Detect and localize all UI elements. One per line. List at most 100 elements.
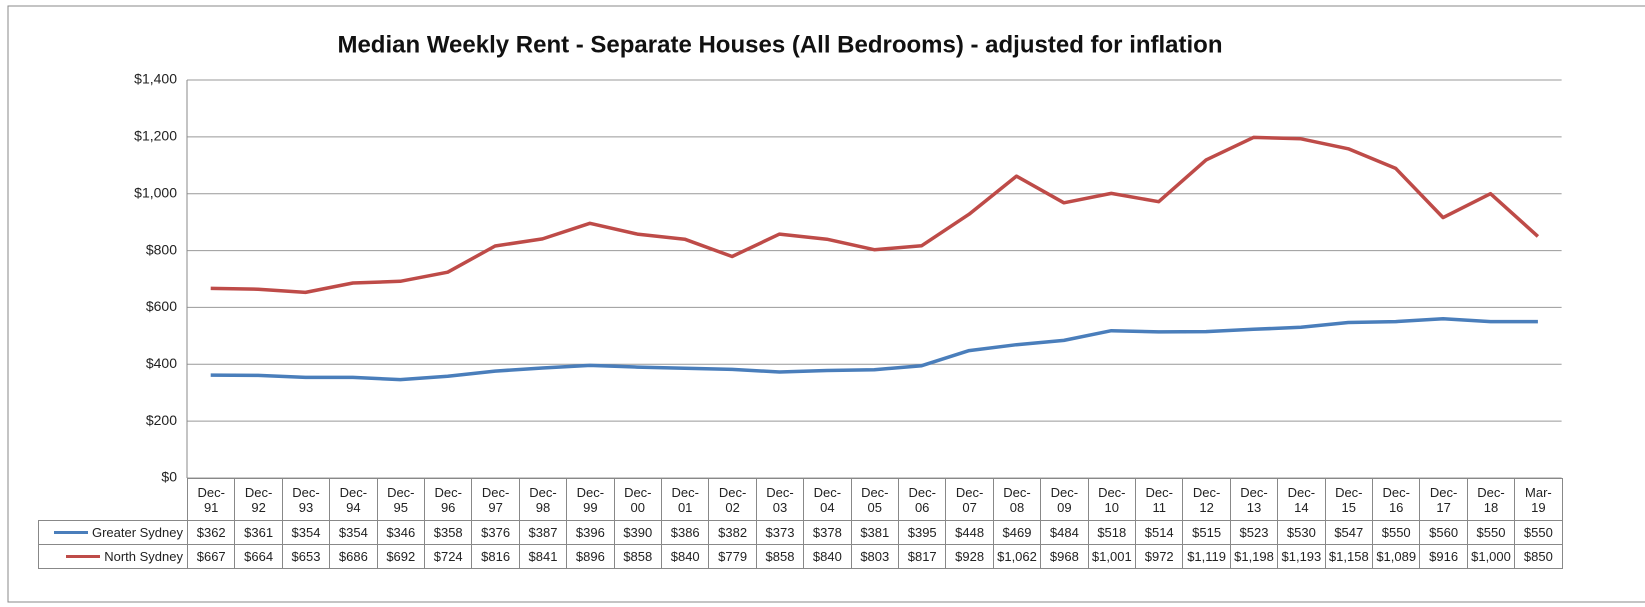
category-label: Mar-19 xyxy=(1514,478,1563,521)
data-label: $850 xyxy=(1514,544,1563,569)
chart-title: Median Weekly Rent - Separate Houses (Al… xyxy=(337,31,1222,58)
category-label: Dec-07 xyxy=(945,478,994,521)
data-label: $530 xyxy=(1277,520,1326,545)
data-label: $1,089 xyxy=(1372,544,1421,569)
data-label: $817 xyxy=(898,544,947,569)
y-tick-label: $400 xyxy=(146,355,177,371)
data-label: $362 xyxy=(187,520,236,545)
series-line xyxy=(210,317,1538,382)
category-label: Dec-01 xyxy=(661,478,710,521)
data-label: $396 xyxy=(566,520,615,545)
legend-entry: Greater Sydney xyxy=(38,520,188,545)
data-label: $1,198 xyxy=(1229,544,1279,569)
data-label: $896 xyxy=(566,544,615,569)
data-label: $354 xyxy=(281,520,331,545)
category-label: Dec-99 xyxy=(566,478,615,521)
data-label: $664 xyxy=(234,544,283,569)
data-label: $547 xyxy=(1324,520,1373,545)
data-label: $928 xyxy=(945,544,994,569)
data-label: $358 xyxy=(424,520,473,545)
category-label: Dec-96 xyxy=(424,478,473,521)
data-label: $469 xyxy=(992,520,1042,545)
data-label: $378 xyxy=(803,520,852,545)
data-label: $550 xyxy=(1372,520,1421,545)
chart-border xyxy=(7,5,1645,603)
category-label: Dec-95 xyxy=(376,478,425,521)
category-label: Dec-05 xyxy=(850,478,899,521)
legend-label: Greater Sydney xyxy=(91,525,183,540)
data-label: $1,193 xyxy=(1277,544,1326,569)
data-label: $386 xyxy=(661,520,710,545)
category-label: Dec-06 xyxy=(898,478,947,521)
series-line xyxy=(210,135,1540,295)
legend-label: North Sydney xyxy=(104,549,183,564)
category-label: Dec-12 xyxy=(1182,478,1231,521)
category-label: Dec-18 xyxy=(1466,478,1516,521)
data-label: $390 xyxy=(613,520,662,545)
category-label: Dec-91 xyxy=(187,478,236,521)
category-label: Dec-98 xyxy=(518,478,568,521)
data-label: $373 xyxy=(755,520,805,545)
data-label: $858 xyxy=(755,544,805,569)
data-label: $346 xyxy=(376,520,425,545)
data-label: $972 xyxy=(1135,544,1184,569)
legend-entry: North Sydney xyxy=(38,544,188,569)
category-label: Dec-92 xyxy=(234,478,283,521)
legend-key xyxy=(66,555,101,558)
data-label: $1,000 xyxy=(1466,544,1516,569)
category-label: Dec-16 xyxy=(1372,478,1421,521)
y-tick-label: $600 xyxy=(146,298,177,314)
data-label: $382 xyxy=(708,520,757,545)
category-label: Dec-15 xyxy=(1324,478,1373,521)
data-label: $686 xyxy=(329,544,378,569)
category-label: Dec-17 xyxy=(1419,478,1468,521)
data-label: $514 xyxy=(1135,520,1184,545)
data-label: $1,119 xyxy=(1182,544,1231,569)
category-label: Dec-10 xyxy=(1087,478,1136,521)
data-label: $1,062 xyxy=(992,544,1042,569)
data-label: $841 xyxy=(518,544,568,569)
data-label: $361 xyxy=(234,520,283,545)
y-tick-label: $1,400 xyxy=(134,71,177,87)
data-label: $653 xyxy=(281,544,331,569)
y-tick-label: $200 xyxy=(146,412,177,428)
data-label: $354 xyxy=(329,520,378,545)
data-label: $448 xyxy=(945,520,994,545)
category-label: Dec-11 xyxy=(1135,478,1184,521)
data-label: $560 xyxy=(1419,520,1468,545)
data-label: $1,158 xyxy=(1324,544,1373,569)
data-label: $1,001 xyxy=(1087,544,1136,569)
data-label: $376 xyxy=(471,520,520,545)
y-tick-label: $1,000 xyxy=(134,184,177,200)
data-label: $395 xyxy=(898,520,947,545)
data-label: $840 xyxy=(803,544,852,569)
data-label: $803 xyxy=(850,544,899,569)
data-label: $484 xyxy=(1040,520,1089,545)
data-label: $692 xyxy=(376,544,425,569)
data-label: $916 xyxy=(1419,544,1468,569)
data-label: $515 xyxy=(1182,520,1231,545)
category-label: Dec-94 xyxy=(329,478,378,521)
data-label: $968 xyxy=(1040,544,1089,569)
category-label: Dec-04 xyxy=(803,478,852,521)
category-label: Dec-08 xyxy=(992,478,1042,521)
legend-key xyxy=(53,531,88,534)
data-label: $550 xyxy=(1466,520,1516,545)
data-label: $381 xyxy=(850,520,899,545)
data-label: $858 xyxy=(613,544,662,569)
category-label: Dec-02 xyxy=(708,478,757,521)
y-tick-label: $0 xyxy=(161,469,177,485)
data-label: $840 xyxy=(661,544,710,569)
data-label: $816 xyxy=(471,544,520,569)
category-label: Dec-09 xyxy=(1040,478,1089,521)
category-label: Dec-93 xyxy=(281,478,331,521)
category-label: Dec-13 xyxy=(1229,478,1279,521)
category-label: Dec-97 xyxy=(471,478,520,521)
category-label: Dec-03 xyxy=(755,478,805,521)
data-label: $667 xyxy=(187,544,236,569)
category-label: Dec-00 xyxy=(613,478,662,521)
category-label: Dec-14 xyxy=(1277,478,1326,521)
y-tick-label: $1,200 xyxy=(134,128,177,144)
